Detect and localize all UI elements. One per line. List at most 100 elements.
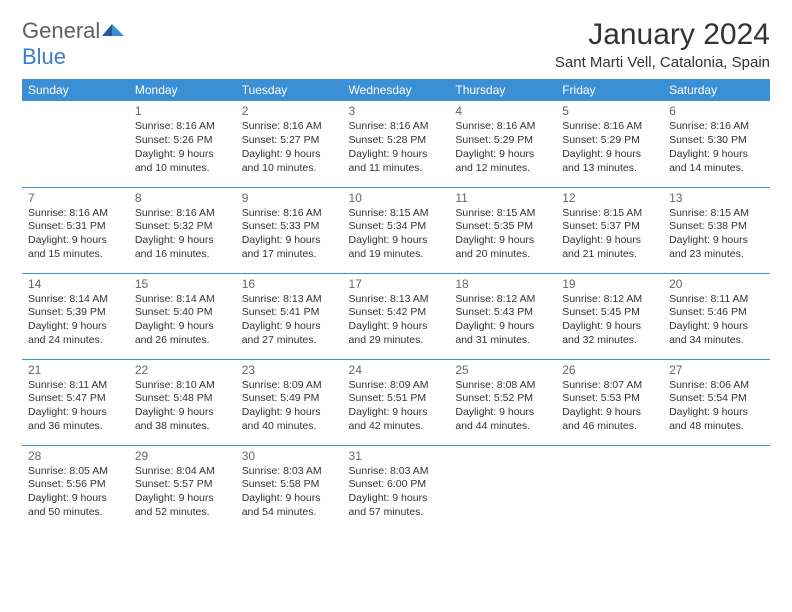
day-info-line: Sunset: 5:49 PM bbox=[242, 392, 337, 406]
day-info-line: and 19 minutes. bbox=[349, 248, 444, 262]
day-number: 17 bbox=[349, 277, 444, 291]
day-info-line: Sunset: 5:38 PM bbox=[669, 220, 764, 234]
day-info-line: Daylight: 9 hours bbox=[669, 148, 764, 162]
day-info-line: Sunrise: 8:09 AM bbox=[242, 379, 337, 393]
day-number: 28 bbox=[28, 449, 123, 463]
day-info-line: and 48 minutes. bbox=[669, 420, 764, 434]
day-info-line: Sunset: 5:56 PM bbox=[28, 478, 123, 492]
day-info: Sunrise: 8:03 AMSunset: 6:00 PMDaylight:… bbox=[349, 465, 444, 520]
day-info-line: Daylight: 9 hours bbox=[349, 492, 444, 506]
day-number: 11 bbox=[455, 191, 550, 205]
day-info-line: and 36 minutes. bbox=[28, 420, 123, 434]
day-info-line: and 12 minutes. bbox=[455, 162, 550, 176]
day-info-line: and 23 minutes. bbox=[669, 248, 764, 262]
day-info-line: Sunrise: 8:16 AM bbox=[669, 120, 764, 134]
day-number: 23 bbox=[242, 363, 337, 377]
day-info: Sunrise: 8:16 AMSunset: 5:27 PMDaylight:… bbox=[242, 120, 337, 175]
day-number: 15 bbox=[135, 277, 230, 291]
day-info-line: and 42 minutes. bbox=[349, 420, 444, 434]
day-info: Sunrise: 8:16 AMSunset: 5:28 PMDaylight:… bbox=[349, 120, 444, 175]
day-info: Sunrise: 8:04 AMSunset: 5:57 PMDaylight:… bbox=[135, 465, 230, 520]
day-info-line: and 27 minutes. bbox=[242, 334, 337, 348]
day-info-line: and 40 minutes. bbox=[242, 420, 337, 434]
day-info-line: and 10 minutes. bbox=[135, 162, 230, 176]
day-info-line: Sunrise: 8:06 AM bbox=[669, 379, 764, 393]
calendar-day-cell: 29 Sunrise: 8:04 AMSunset: 5:57 PMDayligh… bbox=[129, 445, 236, 531]
location: Sant Marti Vell, Catalonia, Spain bbox=[555, 54, 770, 71]
day-info-line: Sunrise: 8:12 AM bbox=[562, 293, 657, 307]
calendar-day-cell: 15 Sunrise: 8:14 AMSunset: 5:40 PMDayligh… bbox=[129, 273, 236, 359]
day-number: 5 bbox=[562, 104, 657, 118]
day-info-line: and 13 minutes. bbox=[562, 162, 657, 176]
day-info-line: Sunset: 5:40 PM bbox=[135, 306, 230, 320]
day-info-line: and 38 minutes. bbox=[135, 420, 230, 434]
weekday-header-row: Sunday Monday Tuesday Wednesday Thursday… bbox=[22, 79, 770, 101]
calendar-day-cell bbox=[663, 445, 770, 531]
day-info-line: and 16 minutes. bbox=[135, 248, 230, 262]
day-info: Sunrise: 8:14 AMSunset: 5:40 PMDaylight:… bbox=[135, 293, 230, 348]
calendar-table: Sunday Monday Tuesday Wednesday Thursday… bbox=[22, 79, 770, 531]
day-info-line: Daylight: 9 hours bbox=[455, 234, 550, 248]
calendar-day-cell: 28 Sunrise: 8:05 AMSunset: 5:56 PMDayligh… bbox=[22, 445, 129, 531]
day-number: 21 bbox=[28, 363, 123, 377]
calendar-day-cell: 4Sunrise: 8:16 AMSunset: 5:29 PMDaylight… bbox=[449, 101, 556, 187]
day-info-line: Sunrise: 8:16 AM bbox=[455, 120, 550, 134]
day-info-line: Daylight: 9 hours bbox=[242, 148, 337, 162]
day-number: 8 bbox=[135, 191, 230, 205]
day-number: 22 bbox=[135, 363, 230, 377]
weekday-header: Tuesday bbox=[236, 79, 343, 101]
day-info-line: Sunrise: 8:13 AM bbox=[349, 293, 444, 307]
calendar-week-row: 14Sunrise: 8:14 AMSunset: 5:39 PMDayligh… bbox=[22, 273, 770, 359]
day-info-line: and 52 minutes. bbox=[135, 506, 230, 520]
day-info-line: Sunset: 5:47 PM bbox=[28, 392, 123, 406]
weekday-header: Wednesday bbox=[343, 79, 450, 101]
day-number: 18 bbox=[455, 277, 550, 291]
calendar-day-cell: 20Sunrise: 8:11 AMSunset: 5:46 PMDayligh… bbox=[663, 273, 770, 359]
calendar-day-cell bbox=[22, 101, 129, 187]
day-info: Sunrise: 8:16 AMSunset: 5:29 PMDaylight:… bbox=[562, 120, 657, 175]
day-info-line: Daylight: 9 hours bbox=[669, 406, 764, 420]
day-info: Sunrise: 8:13 AMSunset: 5:42 PMDaylight:… bbox=[349, 293, 444, 348]
calendar-day-cell: 19Sunrise: 8:12 AMSunset: 5:45 PMDayligh… bbox=[556, 273, 663, 359]
calendar-day-cell: 8Sunrise: 8:16 AMSunset: 5:32 PMDaylight… bbox=[129, 187, 236, 273]
day-info-line: Daylight: 9 hours bbox=[562, 234, 657, 248]
day-info: Sunrise: 8:11 AMSunset: 5:47 PMDaylight:… bbox=[28, 379, 123, 434]
day-number: 7 bbox=[28, 191, 123, 205]
day-info-line: and 34 minutes. bbox=[669, 334, 764, 348]
calendar-day-cell: 13Sunrise: 8:15 AMSunset: 5:38 PMDayligh… bbox=[663, 187, 770, 273]
day-info-line: and 44 minutes. bbox=[455, 420, 550, 434]
day-info-line: Sunrise: 8:03 AM bbox=[349, 465, 444, 479]
day-info: Sunrise: 8:12 AMSunset: 5:45 PMDaylight:… bbox=[562, 293, 657, 348]
calendar-day-cell: 12Sunrise: 8:15 AMSunset: 5:37 PMDayligh… bbox=[556, 187, 663, 273]
day-info: Sunrise: 8:07 AMSunset: 5:53 PMDaylight:… bbox=[562, 379, 657, 434]
calendar-day-cell: 26Sunrise: 8:07 AMSunset: 5:53 PMDayligh… bbox=[556, 359, 663, 445]
day-info-line: and 29 minutes. bbox=[349, 334, 444, 348]
day-info: Sunrise: 8:05 AMSunset: 5:56 PMDaylight:… bbox=[28, 465, 123, 520]
day-number: 12 bbox=[562, 191, 657, 205]
calendar-day-cell: 21 Sunrise: 8:11 AMSunset: 5:47 PMDayligh… bbox=[22, 359, 129, 445]
day-number: 25 bbox=[455, 363, 550, 377]
page-header: General Blue January 2024 Sant Marti Vel… bbox=[22, 18, 770, 71]
day-number: 2 bbox=[242, 104, 337, 118]
weekday-header: Friday bbox=[556, 79, 663, 101]
day-info-line: Sunset: 5:53 PM bbox=[562, 392, 657, 406]
day-info-line: Sunrise: 8:14 AM bbox=[28, 293, 123, 307]
day-number: 20 bbox=[669, 277, 764, 291]
day-info-line: and 26 minutes. bbox=[135, 334, 230, 348]
logo-text-gray: General bbox=[22, 18, 100, 43]
day-info-line: Sunset: 5:27 PM bbox=[242, 134, 337, 148]
day-number: 29 bbox=[135, 449, 230, 463]
day-info: Sunrise: 8:14 AMSunset: 5:39 PMDaylight:… bbox=[28, 293, 123, 348]
logo-text-blue: Blue bbox=[22, 44, 66, 69]
calendar-day-cell: 17 Sunrise: 8:13 AMSunset: 5:42 PMDayligh… bbox=[343, 273, 450, 359]
weekday-header: Monday bbox=[129, 79, 236, 101]
day-info-line: Sunset: 5:29 PM bbox=[455, 134, 550, 148]
day-info: Sunrise: 8:10 AMSunset: 5:48 PMDaylight:… bbox=[135, 379, 230, 434]
day-info-line: Daylight: 9 hours bbox=[562, 148, 657, 162]
day-info: Sunrise: 8:08 AMSunset: 5:52 PMDaylight:… bbox=[455, 379, 550, 434]
day-info-line: Sunset: 5:42 PM bbox=[349, 306, 444, 320]
calendar-day-cell: 14Sunrise: 8:14 AMSunset: 5:39 PMDayligh… bbox=[22, 273, 129, 359]
month-title: January 2024 bbox=[555, 18, 770, 52]
day-info-line: Sunrise: 8:16 AM bbox=[242, 207, 337, 221]
day-info-line: Sunset: 5:52 PM bbox=[455, 392, 550, 406]
